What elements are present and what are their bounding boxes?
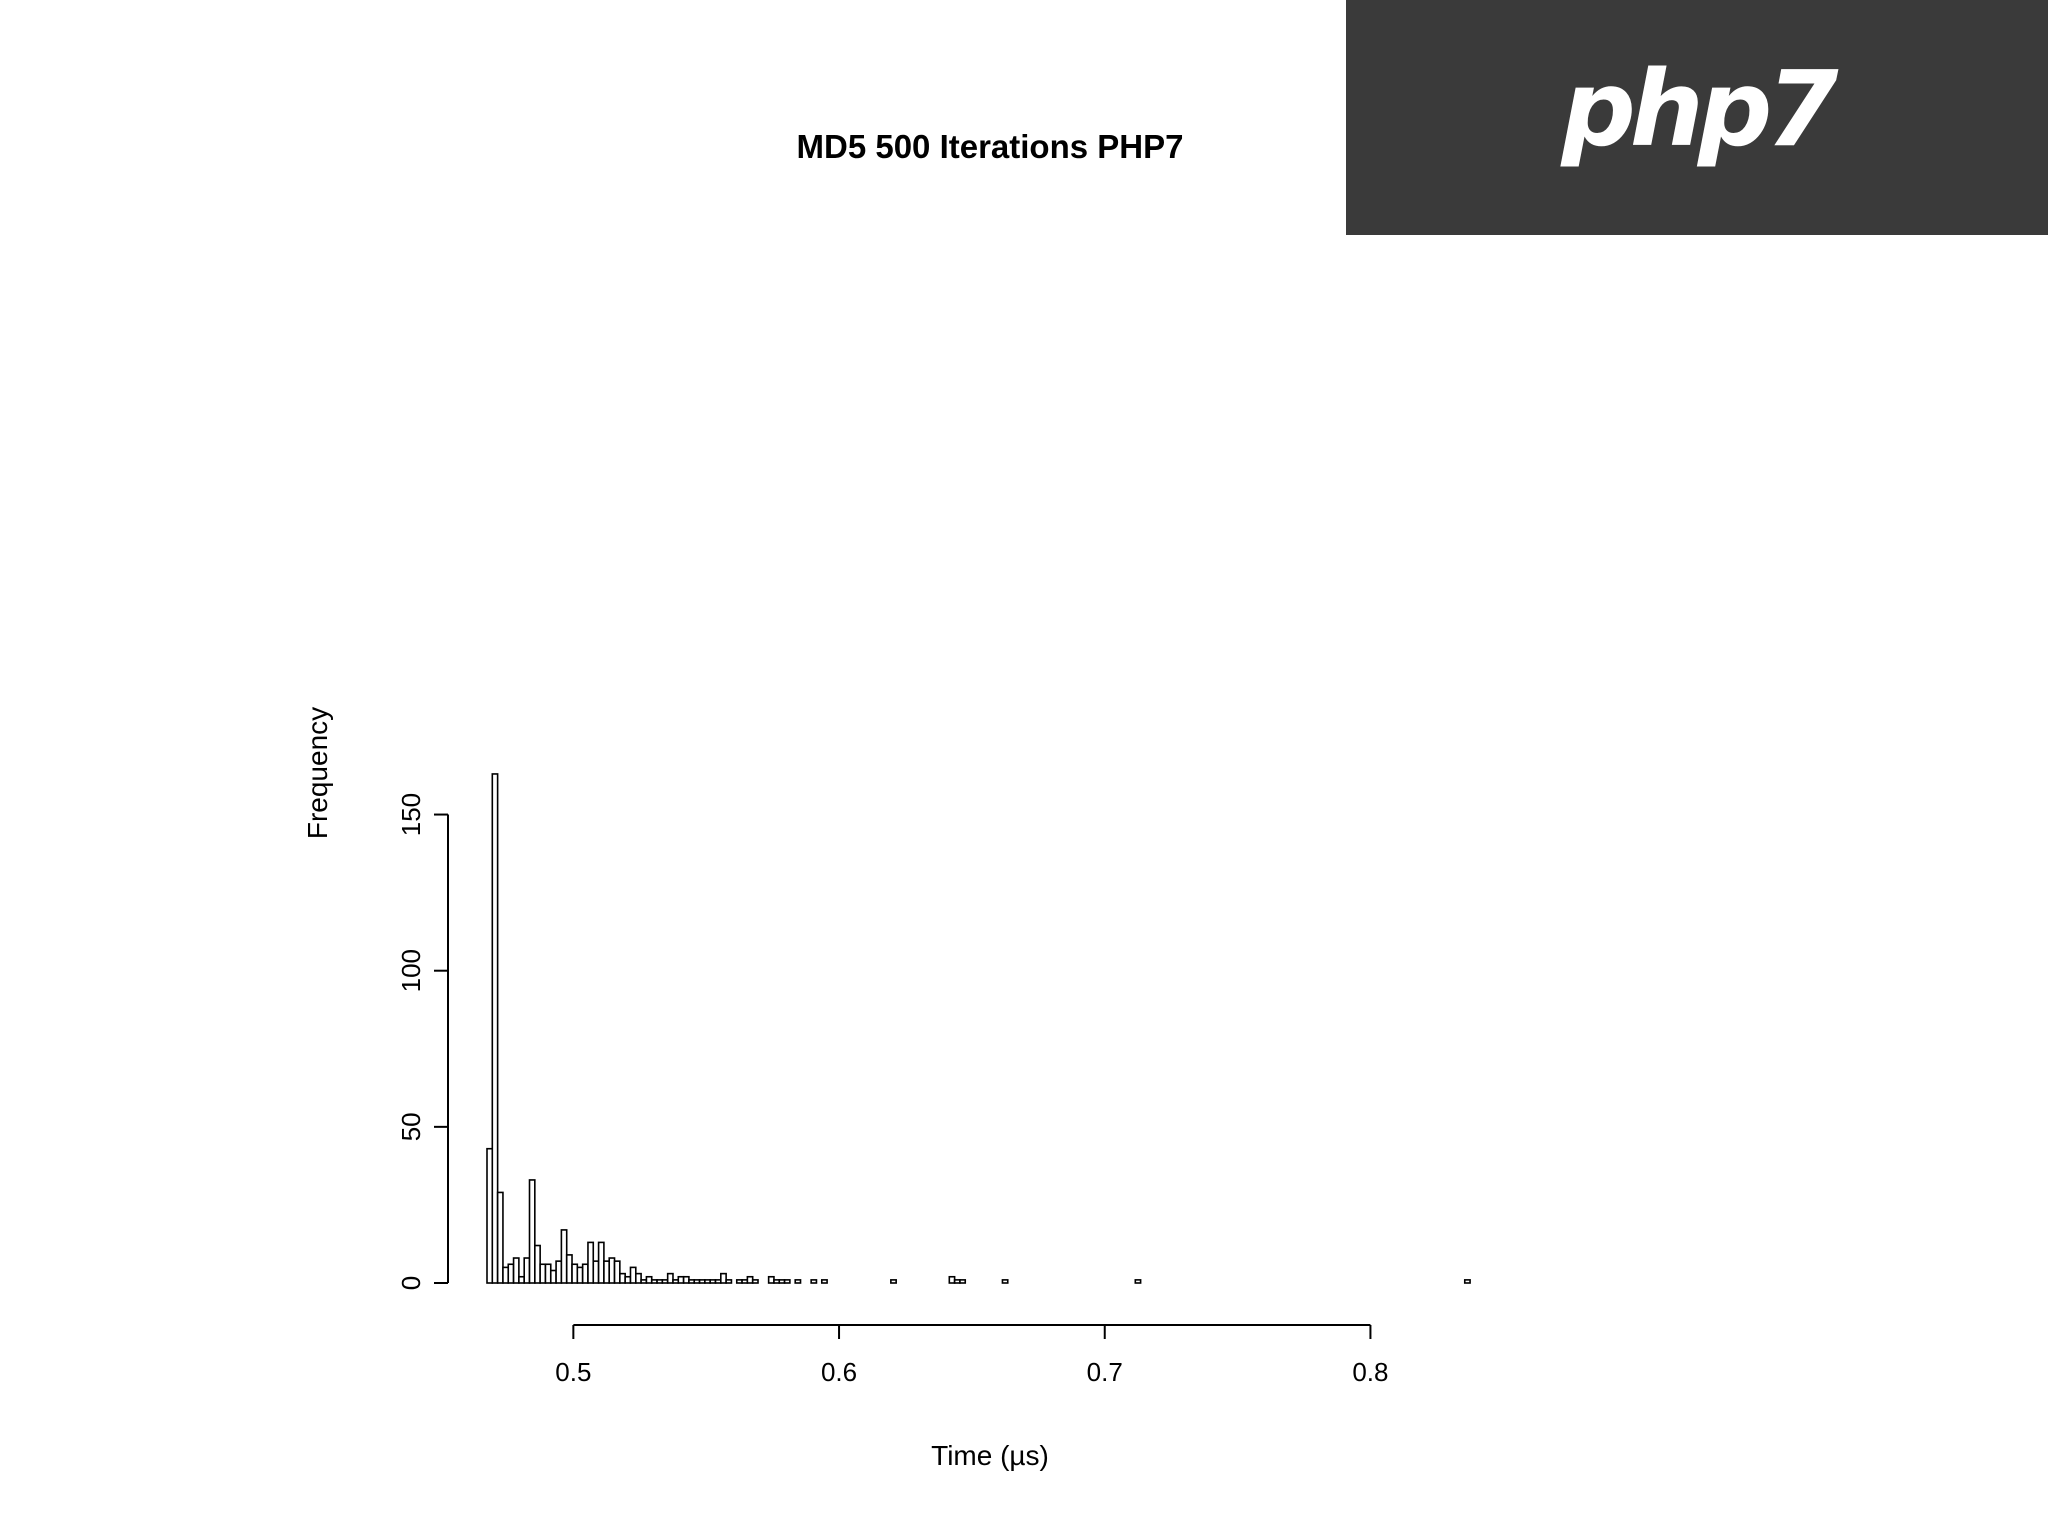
histogram-bar bbox=[613, 1260, 621, 1284]
histogram-bar bbox=[751, 1279, 759, 1284]
histogram-bar bbox=[491, 773, 499, 1284]
histogram-bar bbox=[693, 1279, 701, 1284]
x-tick-label: 0.6 bbox=[821, 1357, 857, 1387]
histogram-bar bbox=[544, 1263, 552, 1284]
histogram-bar bbox=[597, 1241, 605, 1284]
histogram-bar bbox=[1001, 1279, 1009, 1284]
histogram-bar bbox=[778, 1279, 786, 1284]
y-tick-label: 50 bbox=[396, 1112, 426, 1141]
histogram-bar bbox=[640, 1279, 648, 1284]
histogram-bar bbox=[634, 1272, 642, 1284]
histogram-bar bbox=[1463, 1279, 1471, 1284]
histogram-bar bbox=[709, 1279, 717, 1284]
histogram-bar bbox=[518, 1275, 525, 1284]
x-axis: 0.5 0.6 0.7 0.8 bbox=[555, 1324, 1389, 1387]
histogram-bars bbox=[486, 773, 1471, 1284]
x-tick-label: 0.5 bbox=[555, 1357, 591, 1387]
histogram-bar bbox=[735, 1279, 743, 1284]
histogram-bar bbox=[810, 1279, 818, 1284]
histogram-bar bbox=[587, 1241, 595, 1284]
histogram-bar bbox=[560, 1229, 568, 1284]
x-tick-label: 0.8 bbox=[1352, 1357, 1388, 1387]
histogram-bar bbox=[624, 1275, 632, 1284]
histogram-bar bbox=[953, 1279, 961, 1284]
histogram-bar bbox=[650, 1279, 658, 1284]
histogram-bar bbox=[571, 1263, 579, 1284]
chart-title: MD5 500 Iterations PHP7 bbox=[797, 128, 1184, 165]
histogram-bar bbox=[528, 1179, 536, 1284]
histogram-bar bbox=[682, 1275, 690, 1284]
y-tick-label: 150 bbox=[396, 793, 426, 836]
histogram-bar bbox=[890, 1279, 897, 1284]
php7-logo-text: php7 bbox=[1561, 48, 1838, 170]
histogram-bar bbox=[959, 1279, 967, 1284]
histogram-bar bbox=[794, 1279, 802, 1284]
y-tick-label: 100 bbox=[396, 949, 426, 992]
y-axis-label: Frequency bbox=[302, 707, 333, 839]
histogram-bar bbox=[666, 1272, 674, 1284]
histogram-bar bbox=[496, 1191, 504, 1284]
histogram-bar bbox=[820, 1279, 828, 1284]
histogram-bar bbox=[512, 1257, 520, 1284]
x-axis-label: Time (µs) bbox=[931, 1440, 1049, 1471]
histogram-bar bbox=[746, 1275, 754, 1284]
histogram-bar bbox=[783, 1279, 791, 1284]
y-axis: 0 50 100 150 bbox=[396, 793, 449, 1290]
histogram-bar bbox=[1134, 1279, 1142, 1284]
y-tick-label: 0 bbox=[396, 1276, 426, 1290]
histogram-bar bbox=[725, 1279, 733, 1284]
histogram-bar bbox=[720, 1272, 727, 1284]
php7-logo-banner: php7 bbox=[1346, 0, 2048, 235]
x-tick-label: 0.7 bbox=[1087, 1357, 1123, 1387]
histogram-bar bbox=[502, 1266, 510, 1284]
